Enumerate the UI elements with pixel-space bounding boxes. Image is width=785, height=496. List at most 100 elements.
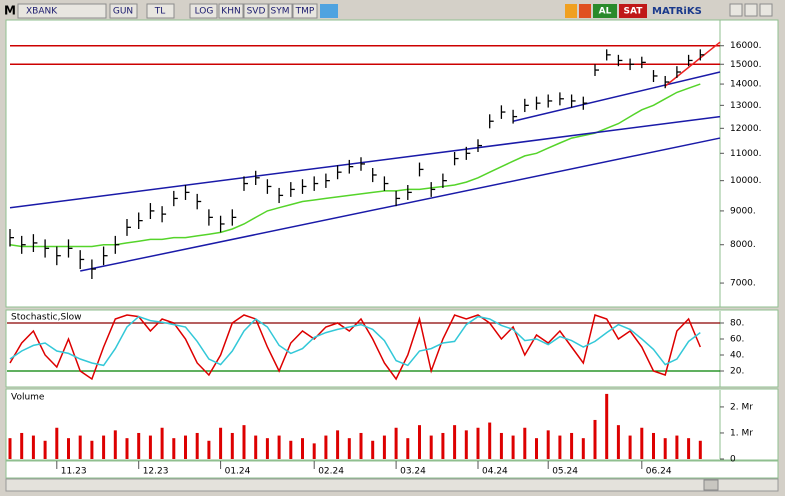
- volume-bar: [55, 427, 59, 459]
- x-tick-label: 12.23: [143, 467, 169, 477]
- volume-bar: [254, 435, 258, 459]
- volume-bar: [628, 435, 632, 459]
- moving-average: [9, 83, 701, 248]
- button-label[interactable]: SVD: [247, 7, 266, 17]
- volume-bar: [172, 438, 176, 459]
- volume-bar: [640, 427, 644, 459]
- button-label[interactable]: TMP: [295, 7, 315, 17]
- button[interactable]: [218, 3, 244, 19]
- volume-bar: [371, 440, 375, 459]
- y-tick-label: 16000.: [730, 41, 762, 51]
- buy-label[interactable]: AL: [599, 7, 612, 17]
- volume-bar: [406, 438, 410, 459]
- y-tick-label: 9000.: [730, 206, 756, 216]
- button-label[interactable]: KHN: [221, 7, 240, 17]
- window-button[interactable]: [759, 3, 773, 17]
- volume-bar: [289, 440, 293, 459]
- volume-bar: [67, 438, 70, 459]
- twitter-button[interactable]: [320, 4, 338, 18]
- icon-button[interactable]: [565, 4, 577, 18]
- volume-bar: [652, 432, 655, 459]
- symbol-field[interactable]: [17, 3, 107, 19]
- volume-bar: [687, 438, 691, 459]
- button[interactable]: [146, 3, 175, 19]
- volume-bar: [616, 425, 620, 459]
- stochastic-panel: [5, 309, 779, 388]
- button-label[interactable]: SYM: [271, 7, 290, 17]
- volume-bar: [663, 438, 667, 459]
- y-tick-label: 12000.: [730, 124, 762, 134]
- volume-bar: [464, 430, 468, 459]
- menu-m[interactable]: M: [4, 4, 16, 18]
- trend-line: [664, 41, 721, 87]
- trend-line: [80, 137, 721, 272]
- volume-bar: [230, 432, 234, 459]
- price-panel: [5, 19, 779, 308]
- window-button[interactable]: [729, 3, 743, 17]
- y-tick-label: 13000.: [730, 101, 762, 111]
- symbol[interactable]: XBANK: [26, 7, 58, 17]
- window-button[interactable]: [744, 3, 758, 17]
- volume-bar: [476, 427, 480, 459]
- volume-bar: [195, 432, 199, 459]
- volume-bar: [523, 427, 527, 459]
- y-tick-label: 11000.: [730, 149, 762, 159]
- x-tick-label: 11.23: [61, 467, 87, 477]
- y-tick-label: 60.: [730, 335, 744, 345]
- volume-bar: [78, 435, 82, 459]
- button[interactable]: [292, 3, 318, 19]
- volume-bar: [675, 435, 679, 459]
- y-tick-label: 40.: [730, 351, 744, 361]
- volume-bar: [698, 440, 702, 459]
- volume-panel: [5, 388, 779, 461]
- x-tick-label: 02.24: [318, 467, 344, 477]
- button[interactable]: [109, 3, 138, 19]
- oscillator-line: [9, 315, 701, 367]
- scroll-thumb[interactable]: [703, 479, 719, 491]
- volume-bar: [453, 425, 457, 459]
- y-tick-label: 7000.: [730, 279, 756, 289]
- volume-bar: [593, 419, 597, 459]
- date-axis: [5, 460, 779, 479]
- volume-bar: [605, 393, 609, 459]
- trend-line: [512, 71, 721, 122]
- toolbar: M XBANK GUN TL LOG KHN SVD SYM TMP AL SA…: [4, 3, 773, 19]
- scrollbar[interactable]: [5, 478, 779, 492]
- sell-label[interactable]: SAT: [624, 7, 644, 17]
- volume-bar: [418, 425, 421, 459]
- y-tick-label: 2. Mr: [730, 402, 753, 412]
- volume-bar: [488, 422, 492, 459]
- volume-bar: [102, 435, 106, 459]
- x-tick-label: 03.24: [400, 467, 426, 477]
- button-label[interactable]: TL: [154, 7, 166, 17]
- brand: MATRiKS: [652, 6, 702, 17]
- buy-button[interactable]: [593, 4, 617, 18]
- button[interactable]: [243, 3, 269, 19]
- volume-bar: [499, 432, 503, 459]
- y-tick-label: 8000.: [730, 240, 756, 250]
- oscillator-line: [9, 314, 701, 381]
- volume-bar: [324, 435, 328, 459]
- button-label[interactable]: LOG: [195, 7, 214, 17]
- volume-bar: [207, 440, 211, 459]
- x-tick-label: 06.24: [646, 467, 672, 477]
- y-tick-label: 20.: [730, 367, 744, 377]
- icon-button[interactable]: [579, 4, 591, 18]
- sell-button[interactable]: [619, 4, 647, 18]
- volume-bar: [570, 432, 574, 459]
- button[interactable]: [268, 3, 293, 19]
- y-tick-label: 1. Mr: [730, 428, 753, 438]
- button[interactable]: [189, 3, 218, 19]
- volume-bar: [148, 435, 152, 459]
- trend-line: [9, 115, 721, 209]
- panel-title: Volume: [11, 393, 45, 403]
- volume-bar: [511, 435, 515, 459]
- button-label[interactable]: GUN: [113, 7, 133, 17]
- volume-bar: [90, 440, 94, 459]
- volume-bar: [429, 435, 433, 459]
- volume-bar: [219, 427, 223, 459]
- volume-bar: [137, 432, 141, 459]
- volume-bar: [184, 435, 187, 459]
